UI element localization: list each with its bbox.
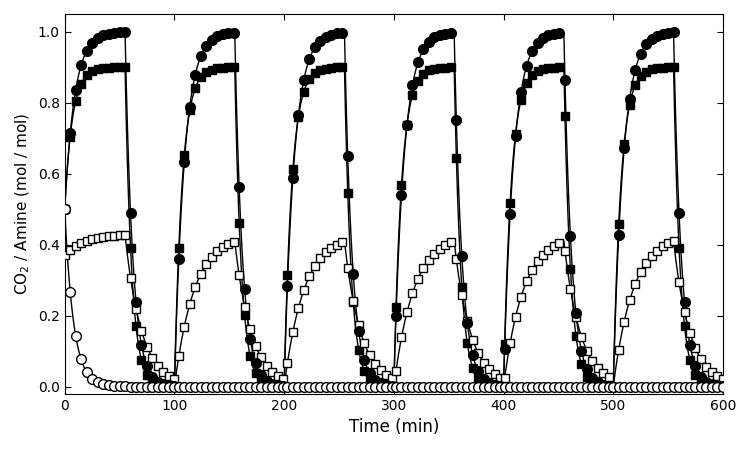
- Y-axis label: CO$_2$ / Amine (mol / mol): CO$_2$ / Amine (mol / mol): [14, 112, 32, 295]
- X-axis label: Time (min): Time (min): [349, 418, 439, 436]
